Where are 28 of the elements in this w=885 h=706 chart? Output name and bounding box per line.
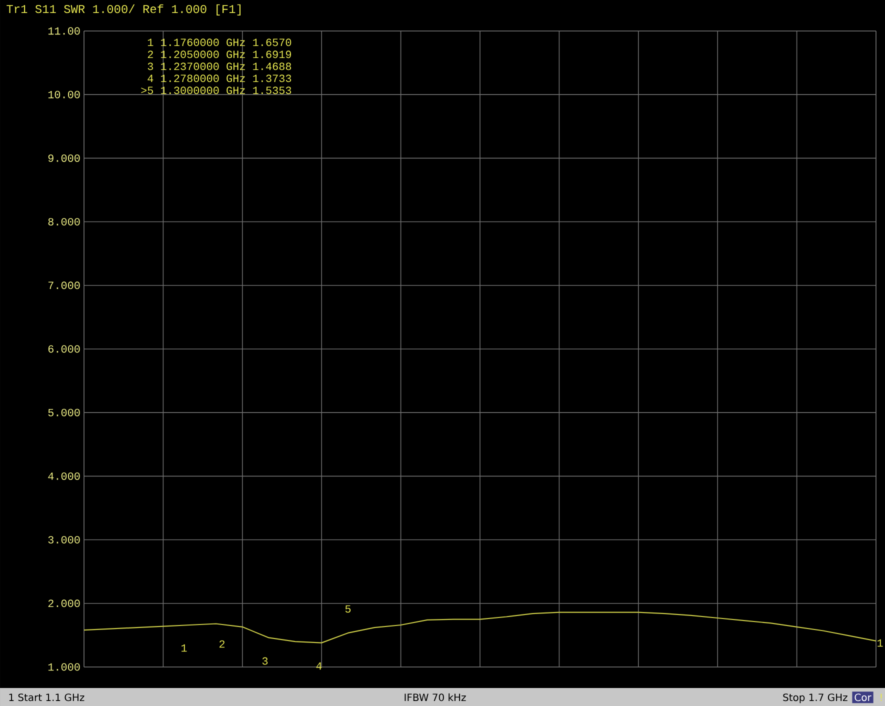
y-tick-label: 7.000	[48, 282, 80, 290]
annotation: 1	[182, 644, 187, 652]
text: !	[880, 694, 882, 701]
text: 1	[878, 639, 883, 647]
y-tick-label: 8.000	[48, 218, 80, 226]
y-tick-label: 5.000	[48, 408, 80, 416]
y-tick-label: 6.000	[48, 345, 80, 353]
y-tick-label: 2.000	[48, 600, 80, 608]
y-tick-label: 4.000	[48, 472, 80, 480]
text: Stop 1.7 GHz	[783, 694, 848, 704]
annotation: >5 1.3000000 GHz 1.5353	[141, 86, 292, 94]
y-tick-label: 10.00	[48, 90, 80, 98]
annotation: 5	[345, 605, 351, 613]
text: Cor	[854, 694, 872, 702]
annotation: 4	[316, 662, 322, 670]
annotation: 3	[262, 657, 268, 665]
annotation: 2	[219, 640, 225, 648]
annotation: 1 1.1760000 GHz 1.6570	[148, 38, 292, 46]
annotation: 3 1.2370000 GHz 1.4688	[148, 62, 292, 70]
annotation: 2 1.2050000 GHz 1.6919	[148, 50, 292, 58]
annotation: 4 1.2780000 GHz 1.3733	[148, 74, 292, 82]
y-tick-label: 9.000	[48, 154, 80, 162]
y-tick-label: 1.000	[48, 663, 80, 671]
text: IFBW 70 kHz	[404, 693, 466, 702]
chart-title: Tr1 S11 SWR 1.000/ Ref 1.000 [F1]	[6, 4, 241, 16]
y-tick-label: 11.00	[48, 27, 80, 35]
y-tick-label: 3.000	[48, 536, 80, 544]
text: 1 Start 1.1 GHz	[9, 694, 84, 702]
